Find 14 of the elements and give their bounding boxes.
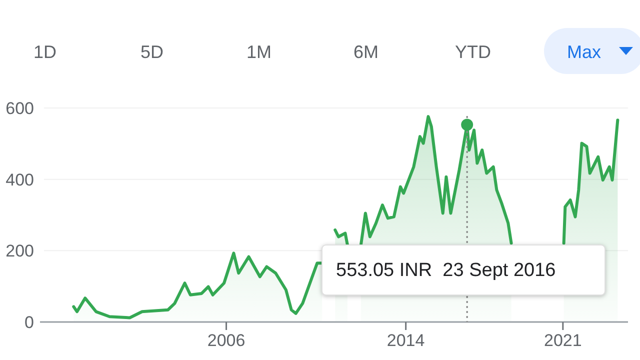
text: Max	[566, 42, 602, 62]
text: 6M	[353, 42, 379, 62]
text: YTD	[455, 42, 491, 62]
y-tick-label: 200	[6, 242, 34, 261]
x-tick-label: 2021	[544, 331, 582, 350]
annotation: 553.05 INR 23 Sept 2016	[336, 260, 556, 281]
text: 5D	[140, 42, 164, 62]
text: 1M	[246, 42, 272, 62]
x-tick-label: 2014	[386, 331, 425, 350]
y-tick-label: 0	[24, 312, 34, 332]
y-tick-label: 600	[6, 98, 34, 118]
text: 1D	[33, 42, 57, 62]
x-tick-label: 2006	[207, 331, 246, 350]
y-tick-label: 400	[6, 170, 34, 190]
